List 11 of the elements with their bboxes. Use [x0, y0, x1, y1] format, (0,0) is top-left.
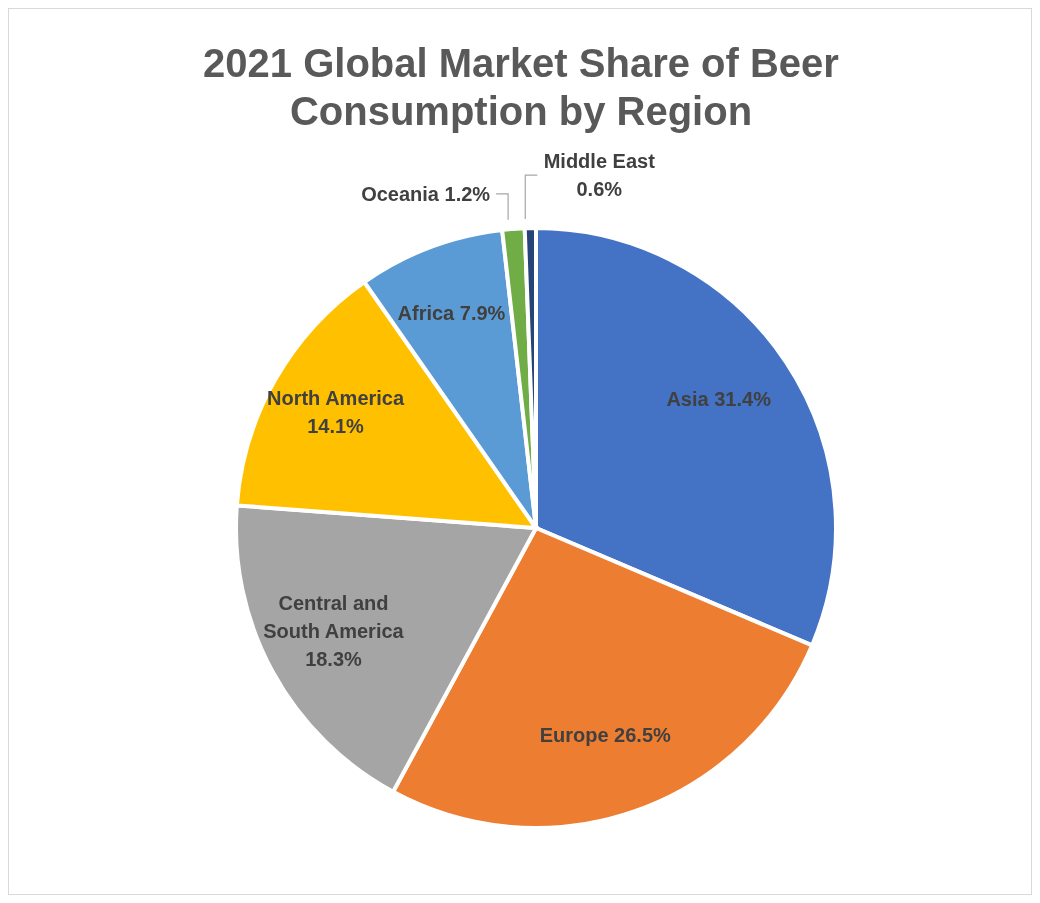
data-label: 18.3% [305, 647, 363, 670]
slice-label: Asia 31.4% [666, 387, 772, 410]
data-label: 14.1% [307, 414, 365, 437]
slice-label: Central and South America [263, 591, 405, 642]
chart-title: 2021 Global Market Share of Beer Consumption by Region [202, 40, 840, 135]
data-label: 0.6% [576, 178, 623, 201]
slice-label: North America [267, 386, 405, 409]
slice-label: Africa 7.9% [397, 301, 506, 324]
slice-label: Europe 26.5% [539, 724, 672, 747]
slice-label: Oceania 1.2% [361, 182, 491, 205]
slice-label: Middle East [543, 150, 656, 173]
